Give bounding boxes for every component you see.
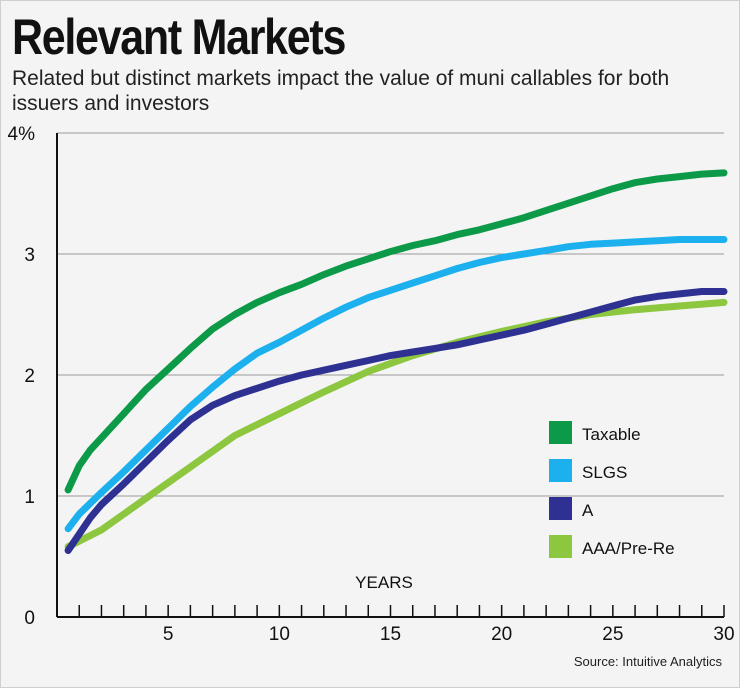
legend-swatch-slgs: [549, 459, 572, 482]
legend-swatch-aaa-pre-re: [549, 535, 572, 558]
legend-label-slgs: SLGS: [582, 463, 627, 482]
series-line-a: [64, 288, 728, 554]
y-tick-label: 1: [24, 487, 35, 508]
x-tick-label: 15: [380, 624, 401, 645]
y-tick-label: 4%: [8, 124, 36, 145]
legend-label-aaa-pre-re: AAA/Pre-Re: [582, 539, 675, 558]
y-tick-label: 2: [24, 366, 35, 387]
x-tick-label: 30: [713, 624, 734, 645]
y-tick-label: 3: [24, 245, 35, 266]
chart-title: Relevant Markets: [12, 9, 346, 65]
x-tick-label: 5: [163, 624, 174, 645]
x-tick-label: 10: [269, 624, 290, 645]
series-line-slgs: [64, 236, 728, 533]
legend-label-taxable: Taxable: [582, 425, 641, 444]
series-line-aaa-pre-re: [64, 298, 728, 551]
y-tick-label: 0: [24, 608, 35, 629]
chart-subtitle: Related but distinct markets impact the …: [12, 67, 670, 115]
series-line-taxable: [64, 169, 728, 494]
legend-swatch-a: [549, 497, 572, 520]
legend-label-a: A: [582, 501, 594, 520]
x-tick-label: 25: [602, 624, 623, 645]
legend-swatch-taxable: [549, 421, 572, 444]
x-axis-title: YEARS: [355, 573, 413, 592]
source-note: Source: Intuitive Analytics: [573, 654, 722, 669]
x-tick-label: 20: [491, 624, 512, 645]
